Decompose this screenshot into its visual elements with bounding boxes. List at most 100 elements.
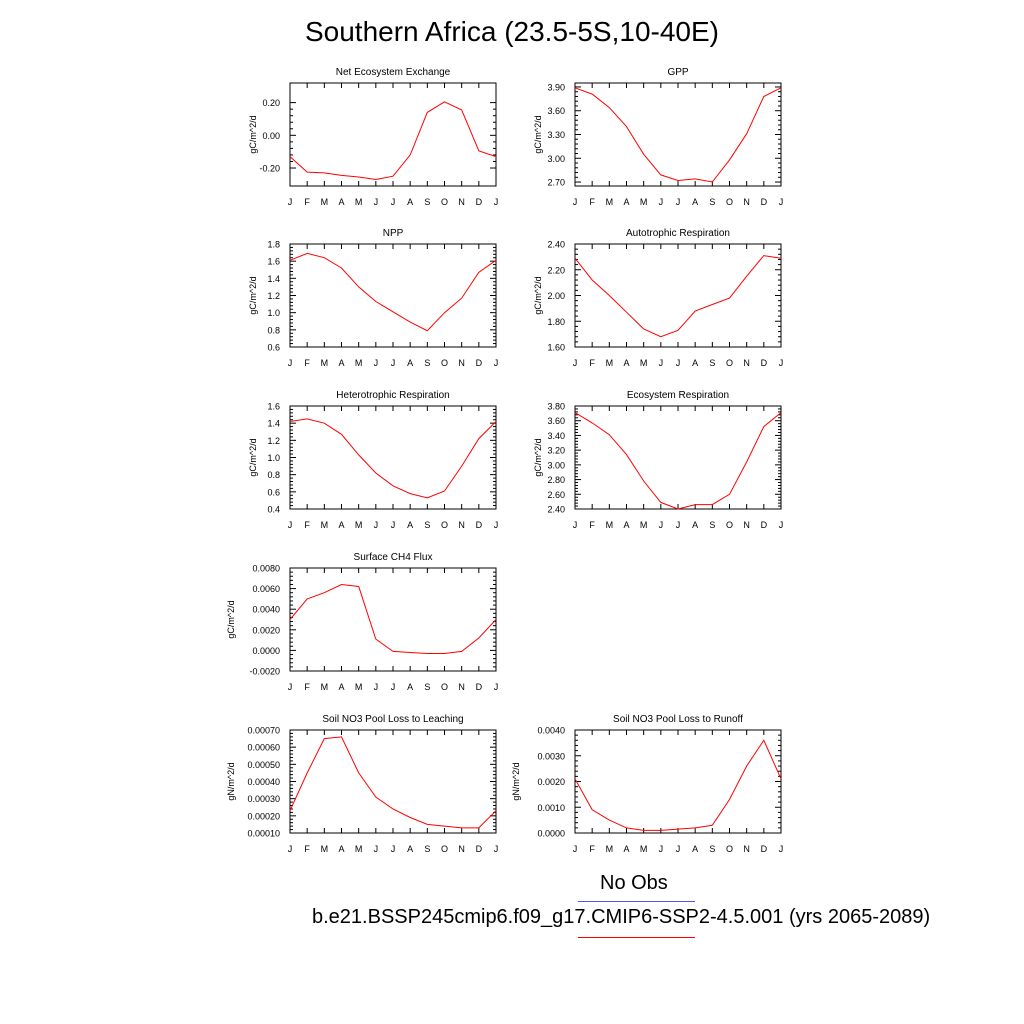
legend-run-line: [578, 937, 695, 938]
x-tick-label: J: [391, 844, 396, 854]
x-tick-label: A: [692, 520, 698, 530]
x-tick-label: J: [779, 358, 784, 368]
y-tick-label: 2.60: [547, 490, 565, 500]
y-tick-label: 0.00020: [247, 811, 280, 821]
panel-title: NPP: [383, 228, 404, 239]
x-tick-label: J: [374, 358, 379, 368]
x-tick-label: S: [424, 520, 430, 530]
x-tick-label: D: [761, 358, 768, 368]
x-tick-label: F: [304, 844, 310, 854]
y-tick-label: 3.30: [547, 130, 565, 140]
x-tick-label: D: [476, 682, 483, 692]
x-tick-label: J: [288, 358, 293, 368]
x-tick-label: J: [494, 358, 499, 368]
x-tick-label: J: [573, 358, 578, 368]
x-tick-label: N: [458, 844, 465, 854]
y-tick-label: 2.80: [547, 475, 565, 485]
legend-obs-line: [578, 901, 695, 902]
x-tick-label: J: [391, 520, 396, 530]
x-tick-label: J: [374, 682, 379, 692]
y-tick-label: 0.0040: [252, 605, 280, 615]
x-tick-label: J: [659, 520, 664, 530]
panel-title: Autotrophic Respiration: [626, 228, 730, 239]
panel-title: Net Ecosystem Exchange: [336, 67, 451, 78]
x-tick-label: A: [338, 682, 344, 692]
x-tick-label: J: [374, 844, 379, 854]
x-tick-label: O: [441, 844, 448, 854]
y-tick-label: 0.0060: [252, 584, 280, 594]
plot-frame: [574, 243, 782, 348]
y-axis-label: gC/m^2/d: [533, 438, 543, 476]
y-tick-label: 0.0080: [252, 564, 280, 574]
y-tick-label: 2.70: [547, 178, 565, 188]
series-line: [574, 412, 782, 510]
x-tick-label: J: [391, 682, 396, 692]
y-axis-label: gC/m^2/d: [533, 276, 543, 314]
panel-title: Soil NO3 Pool Loss to Runoff: [613, 714, 743, 725]
series-line: [574, 255, 782, 338]
x-tick-label: J: [676, 520, 681, 530]
x-tick-label: S: [424, 682, 430, 692]
x-tick-label: J: [659, 844, 664, 854]
x-tick-label: F: [304, 682, 310, 692]
y-tick-label: -0.20: [259, 164, 280, 174]
x-tick-label: F: [589, 358, 595, 368]
x-tick-label: J: [288, 520, 293, 530]
y-tick-label: 0.00050: [247, 760, 280, 770]
figure-title: Southern Africa (23.5-5S,10-40E): [304, 16, 719, 47]
x-tick-label: J: [779, 844, 784, 854]
x-tick-label: N: [743, 844, 750, 854]
x-tick-label: A: [407, 682, 413, 692]
x-tick-label: M: [355, 358, 363, 368]
x-tick-label: J: [676, 358, 681, 368]
x-tick-label: D: [476, 197, 483, 207]
x-tick-label: J: [494, 682, 499, 692]
y-tick-label: 2.00: [547, 291, 565, 301]
x-tick-label: J: [288, 682, 293, 692]
x-tick-label: O: [726, 844, 733, 854]
y-axis-label: gC/m^2/d: [533, 115, 543, 153]
y-tick-label: 0.8: [267, 325, 280, 335]
y-tick-label: 0.0000: [252, 646, 280, 656]
series-line: [574, 739, 782, 831]
x-tick-label: J: [494, 844, 499, 854]
y-tick-label: 0.6: [267, 487, 280, 497]
x-tick-label: S: [709, 844, 715, 854]
x-tick-label: J: [573, 520, 578, 530]
plot-frame: [574, 82, 782, 187]
y-tick-label: 0.0000: [537, 829, 565, 839]
x-tick-label: D: [761, 844, 768, 854]
y-axis-label: gC/m^2/d: [226, 600, 236, 638]
x-tick-label: J: [391, 358, 396, 368]
y-tick-label: 0.4: [267, 505, 280, 515]
legend-obs-label: No Obs: [600, 872, 668, 894]
x-tick-label: A: [407, 844, 413, 854]
x-tick-label: F: [589, 197, 595, 207]
y-tick-label: 1.4: [267, 274, 280, 284]
y-tick-label: 0.0020: [537, 777, 565, 787]
plot-frame: [289, 82, 497, 187]
x-tick-label: M: [606, 358, 614, 368]
y-tick-label: 0.00040: [247, 777, 280, 787]
x-tick-label: O: [726, 197, 733, 207]
x-tick-label: M: [321, 682, 329, 692]
x-tick-label: A: [407, 520, 413, 530]
x-tick-label: O: [441, 682, 448, 692]
x-tick-label: J: [676, 844, 681, 854]
panel-title: Heterotrophic Respiration: [336, 390, 449, 401]
panel-title: Ecosystem Respiration: [627, 390, 729, 401]
x-tick-label: J: [779, 197, 784, 207]
y-tick-label: -0.0020: [249, 667, 280, 677]
x-tick-label: N: [743, 520, 750, 530]
y-tick-label: 3.00: [547, 154, 565, 164]
y-tick-label: 3.90: [547, 82, 565, 92]
x-tick-label: A: [407, 358, 413, 368]
x-tick-label: S: [424, 197, 430, 207]
y-axis-label: gC/m^2/d: [248, 438, 258, 476]
x-tick-label: A: [692, 844, 698, 854]
x-tick-label: J: [779, 520, 784, 530]
x-tick-label: M: [640, 358, 648, 368]
plot-frame: [574, 405, 782, 510]
y-tick-label: 2.40: [547, 505, 565, 515]
x-tick-label: J: [391, 197, 396, 207]
